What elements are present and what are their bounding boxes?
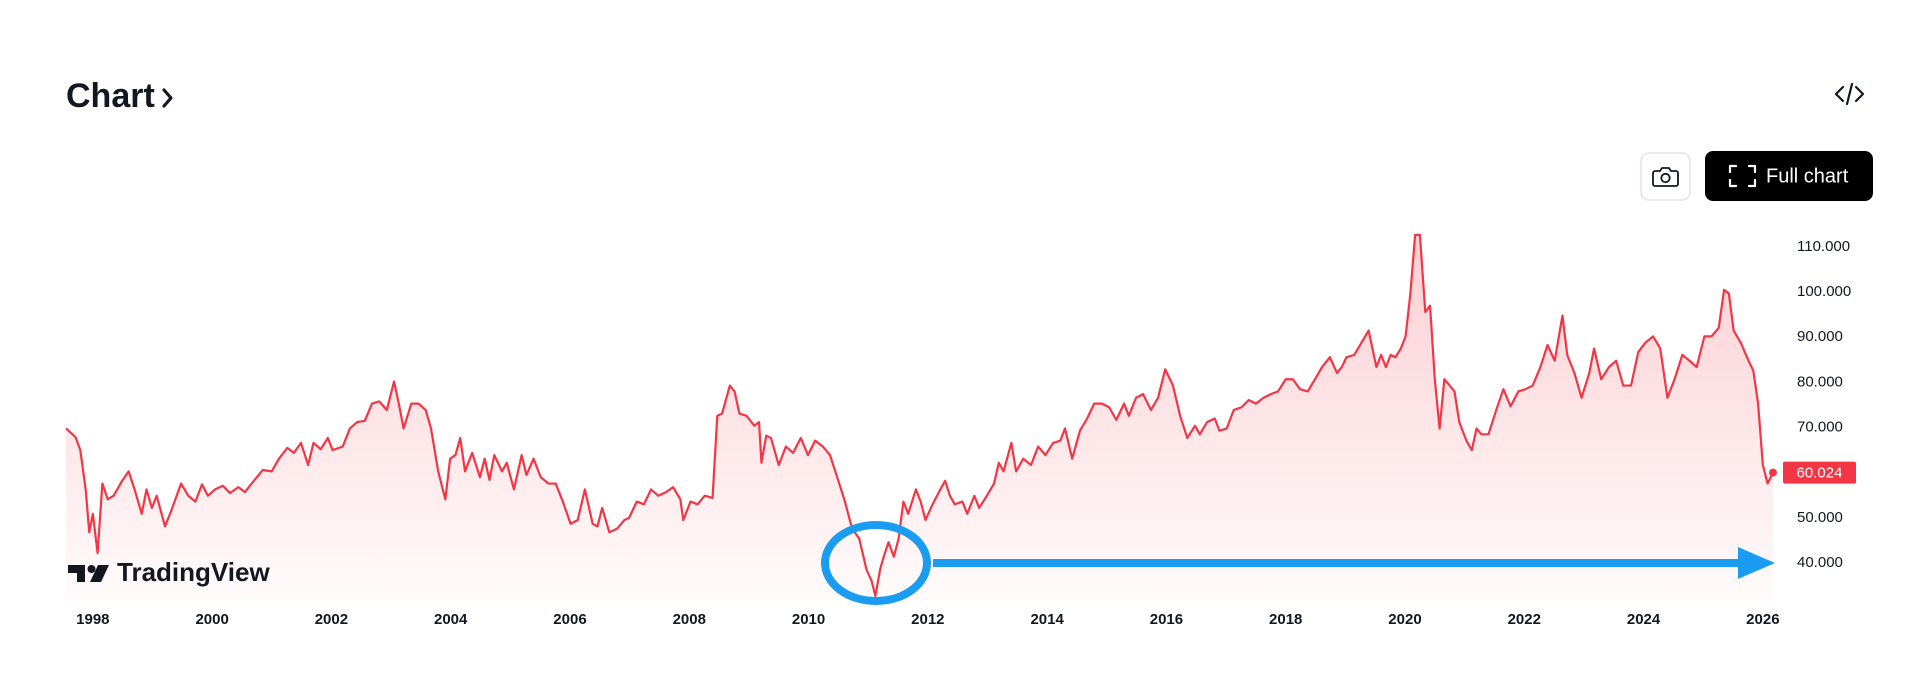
price-line bbox=[65, 233, 1774, 598]
y-tick-label: 50.000 bbox=[1797, 509, 1843, 526]
y-tick-label: 90.000 bbox=[1797, 328, 1843, 345]
x-tick-label: 2014 bbox=[1030, 611, 1064, 628]
x-tick-label: 2016 bbox=[1150, 611, 1183, 628]
y-tick-label: 70.000 bbox=[1797, 419, 1843, 436]
y-tick-label: 40.000 bbox=[1797, 554, 1843, 571]
x-tick-label: 2002 bbox=[315, 611, 348, 628]
watermark: TradingView bbox=[68, 557, 270, 587]
x-tick-label: 2000 bbox=[195, 611, 228, 628]
area-fill bbox=[66, 234, 1773, 600]
x-tick-label: 2024 bbox=[1627, 611, 1661, 628]
x-tick-label: 2022 bbox=[1508, 611, 1541, 628]
page-title[interactable]: Chart bbox=[66, 77, 155, 115]
x-tick-label: 2004 bbox=[434, 611, 468, 628]
x-tick-label: 2012 bbox=[911, 611, 944, 628]
y-tick-label: 80.000 bbox=[1797, 373, 1843, 390]
x-tick-label: 2006 bbox=[553, 611, 586, 628]
embed-code-icon[interactable] bbox=[1834, 82, 1865, 106]
y-tick-label: 110.000 bbox=[1797, 238, 1850, 255]
watermark-text: TradingView bbox=[117, 557, 270, 587]
annotation bbox=[821, 521, 1775, 605]
x-tick-label: 2026 bbox=[1746, 611, 1779, 628]
x-tick-label: 1998 bbox=[76, 611, 109, 628]
last-price-box bbox=[1783, 461, 1856, 484]
x-tick-label: 2010 bbox=[792, 611, 825, 628]
full-chart-label[interactable]: Full chart bbox=[1766, 165, 1849, 187]
title-chevron[interactable] bbox=[162, 88, 173, 108]
last-point bbox=[1769, 468, 1777, 477]
y-tick-label: 100.000 bbox=[1797, 283, 1851, 300]
last-price-label: 60.024 bbox=[1797, 465, 1843, 482]
x-tick-label: 2020 bbox=[1388, 611, 1421, 628]
plot: 40.00050.00060.00070.00080.00090.000100.… bbox=[65, 233, 1856, 628]
x-tick-label: 2008 bbox=[673, 611, 706, 628]
snapshot-button[interactable] bbox=[1640, 152, 1691, 201]
x-tick-label: 2018 bbox=[1269, 611, 1302, 628]
full-chart-button[interactable]: Full chart bbox=[1705, 151, 1873, 201]
